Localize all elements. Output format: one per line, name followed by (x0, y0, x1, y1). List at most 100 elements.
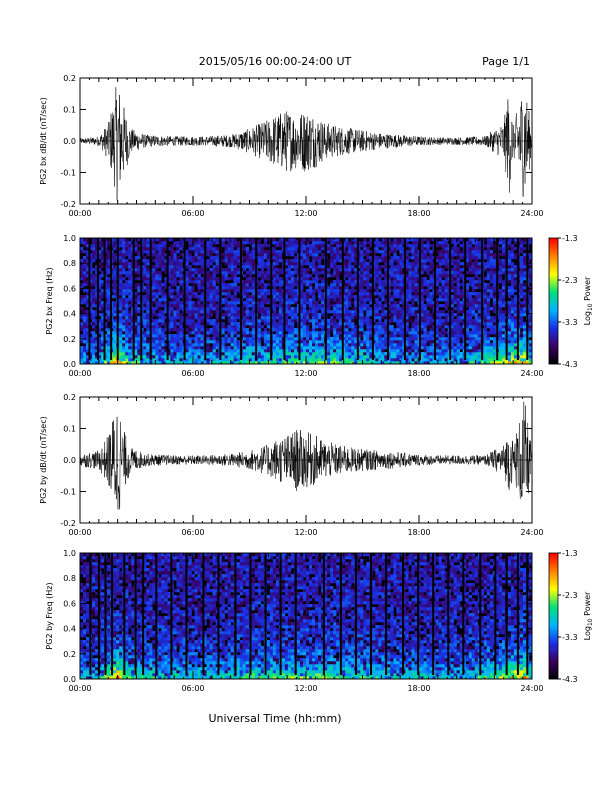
heatmap-cell (143, 355, 147, 359)
heatmap-cell (161, 361, 165, 365)
heatmap-cell (125, 253, 129, 257)
heatmap-cell (336, 310, 340, 314)
heatmap-cell (357, 244, 361, 248)
heatmap-cell (155, 268, 159, 272)
heatmap-cell (354, 274, 358, 278)
heatmap-cell (357, 301, 361, 305)
heatmap-cell (444, 331, 448, 335)
heatmap-cell (293, 346, 298, 350)
heatmap-cell (119, 256, 123, 260)
heatmap-cell (104, 301, 108, 305)
heatmap-cell (146, 340, 150, 344)
heatmap-cell (381, 244, 385, 248)
heatmap-cell (348, 241, 352, 245)
heatmap-cell (381, 253, 385, 257)
heatmap-cell (429, 313, 433, 317)
heatmap-cell (423, 352, 427, 356)
heatmap-cell (357, 319, 361, 323)
heatmap-cell (456, 289, 460, 293)
heatmap-cell (245, 358, 250, 362)
heatmap-cell (152, 292, 156, 296)
heatmap-cell (167, 331, 171, 335)
heatmap-cell (420, 262, 424, 266)
heatmap-cell (260, 334, 265, 338)
heatmap-cell (342, 247, 346, 251)
heatmap-cell (372, 250, 376, 254)
heatmap-cell (399, 289, 403, 293)
heatmap-cell (134, 259, 138, 263)
heatmap-cell (146, 319, 150, 323)
heatmap-cell (104, 244, 108, 248)
heatmap-cell (209, 301, 213, 305)
heatmap-cell (170, 298, 174, 302)
heatmap-cell (125, 280, 129, 284)
heatmap-cell (167, 346, 171, 350)
heatmap-cell (399, 337, 403, 341)
heatmap-cell (293, 241, 298, 245)
heatmap-cell (450, 346, 454, 350)
heatmap-cell (375, 247, 379, 251)
heatmap-cell (152, 325, 156, 329)
heatmap-cell (290, 262, 295, 266)
heatmap-cell (315, 319, 319, 323)
heatmap-cell (336, 298, 340, 302)
heatmap-cell (128, 355, 132, 359)
heatmap-cell (185, 346, 189, 350)
heatmap-cell (158, 241, 162, 245)
heatmap-cell (302, 262, 307, 266)
heatmap-cell (206, 283, 210, 287)
heatmap-cell (263, 271, 268, 275)
heatmap-cell (327, 304, 331, 308)
heatmap-cell (366, 256, 370, 260)
heatmap-cell (387, 259, 391, 263)
heatmap-cell (287, 262, 292, 266)
heatmap-cell (453, 322, 457, 326)
heatmap-cell (378, 277, 382, 281)
heatmap-cell (266, 346, 271, 350)
heatmap-cell (185, 265, 189, 269)
heatmap-cell (363, 241, 367, 245)
heatmap-cell (194, 244, 198, 248)
heatmap-cell (293, 280, 298, 284)
heatmap-cell (390, 361, 394, 365)
heatmap-cell (230, 250, 234, 254)
heatmap-cell (107, 253, 111, 257)
heatmap-cell (429, 307, 433, 311)
heatmap-cell (381, 283, 385, 287)
heatmap-cell (336, 328, 340, 332)
heatmap-cell (339, 304, 343, 308)
heatmap-cell (242, 283, 247, 287)
heatmap-cell (173, 322, 177, 326)
heatmap-cell (345, 355, 349, 359)
heatmap-cell (242, 352, 247, 356)
heatmap-cell (333, 271, 337, 275)
heatmap-cell (420, 355, 424, 359)
heatmap-cell (459, 250, 463, 254)
heatmap-cell (411, 322, 415, 326)
heatmap-cell (221, 253, 225, 257)
heatmap-cell (224, 286, 228, 290)
heatmap-cell (224, 325, 228, 329)
heatmap-cell (95, 238, 99, 242)
heatmap-cell (284, 289, 289, 293)
heatmap-cell (209, 295, 213, 299)
heatmap-cell (354, 298, 358, 302)
heatmap-cell (396, 328, 400, 332)
heatmap-cell (420, 358, 424, 362)
heatmap-cell (212, 328, 216, 332)
heatmap-cell (414, 265, 418, 269)
heatmap-cell (348, 292, 352, 296)
heatmap-cell (245, 280, 250, 284)
heatmap-cell (405, 289, 409, 293)
heatmap-cell (221, 343, 225, 347)
heatmap-cell (408, 277, 412, 281)
heatmap-cell (152, 259, 156, 263)
heatmap-cell (89, 346, 93, 350)
heatmap-cell (378, 250, 382, 254)
heatmap-cell (318, 244, 322, 248)
heatmap-cell (372, 259, 376, 263)
heatmap-cell (423, 244, 427, 248)
heatmap-cell (351, 355, 355, 359)
heatmap-cell (230, 274, 234, 278)
heatmap-cell (290, 358, 295, 362)
